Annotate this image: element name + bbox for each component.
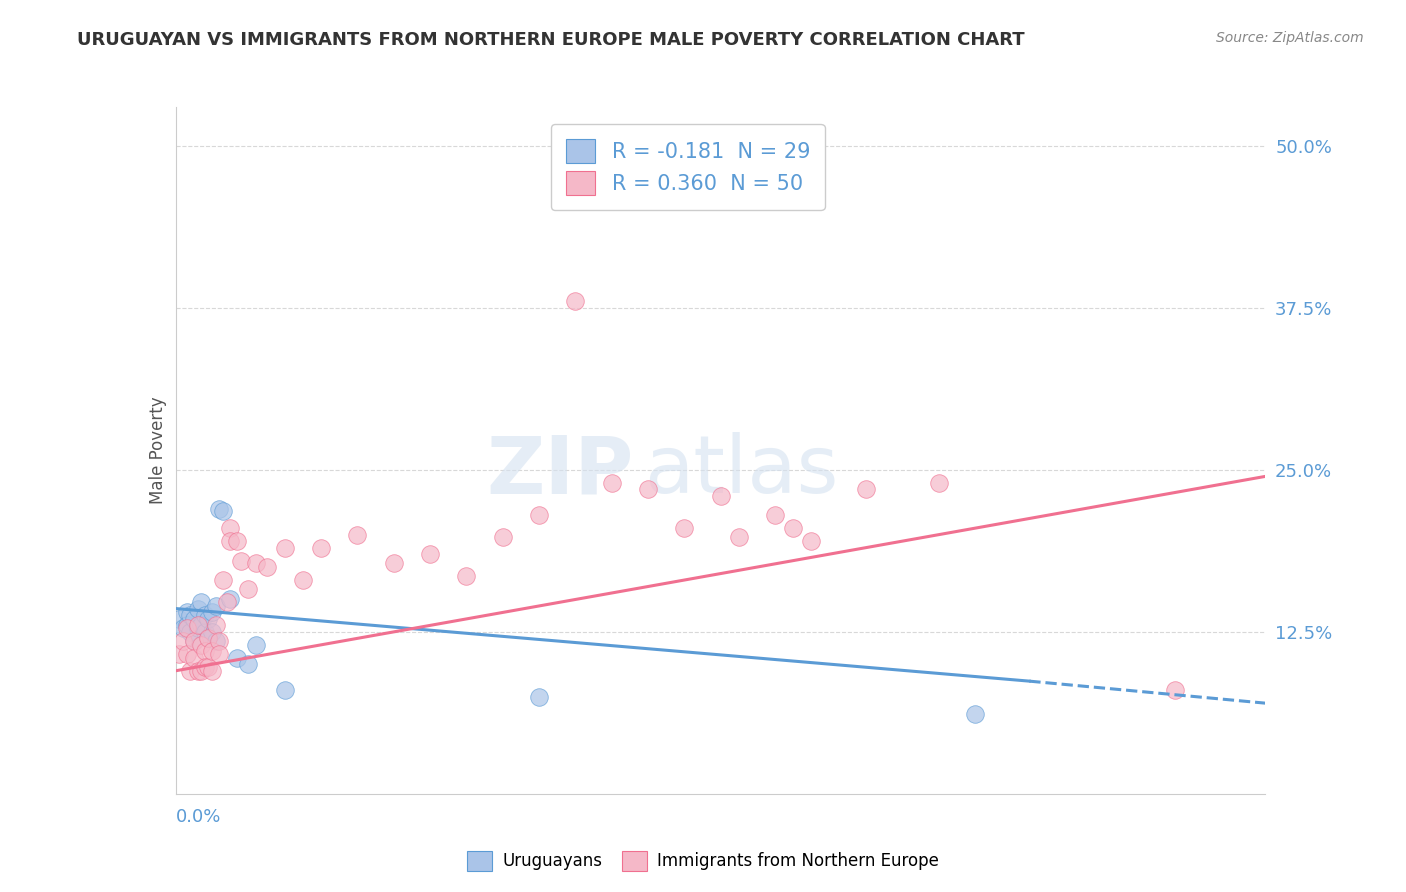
Point xyxy=(208,501,231,516)
Point xyxy=(194,644,217,658)
Point xyxy=(176,621,198,635)
Text: URUGUAYAN VS IMMIGRANTS FROM NORTHERN EUROPE MALE POVERTY CORRELATION CHART: URUGUAYAN VS IMMIGRANTS FROM NORTHERN EU… xyxy=(77,31,1025,49)
Legend: R = -0.181  N = 29, R = 0.360  N = 50: R = -0.181 N = 29, R = 0.360 N = 50 xyxy=(551,124,825,210)
Point xyxy=(186,664,209,678)
Point xyxy=(382,556,405,570)
Point xyxy=(291,573,314,587)
Point xyxy=(600,475,623,490)
Point xyxy=(172,634,194,648)
Point xyxy=(179,664,201,678)
Point xyxy=(219,534,242,549)
Point xyxy=(176,618,198,632)
Point xyxy=(219,592,242,607)
Point xyxy=(176,647,198,661)
Point xyxy=(186,618,209,632)
Point xyxy=(183,634,205,648)
Point xyxy=(201,606,224,620)
Point xyxy=(456,569,478,583)
Point xyxy=(231,553,253,567)
Point xyxy=(190,664,212,678)
Point xyxy=(183,634,205,648)
Point xyxy=(201,644,224,658)
Point xyxy=(800,534,823,549)
Point xyxy=(963,706,986,721)
Point xyxy=(194,660,217,674)
Point xyxy=(238,582,260,596)
Point xyxy=(763,508,786,523)
Text: atlas: atlas xyxy=(644,432,838,510)
Point xyxy=(197,632,219,646)
Point xyxy=(194,624,217,639)
Point xyxy=(492,530,515,544)
Point xyxy=(1163,683,1185,698)
Point xyxy=(219,521,242,535)
Point xyxy=(928,475,950,490)
Point xyxy=(564,294,586,309)
Point xyxy=(169,647,191,661)
Point xyxy=(208,647,231,661)
Point xyxy=(208,634,231,648)
Point xyxy=(169,612,191,626)
Point xyxy=(183,650,205,665)
Point xyxy=(855,483,877,497)
Point xyxy=(186,621,209,635)
Point xyxy=(183,612,205,626)
Point xyxy=(274,683,297,698)
Point xyxy=(710,489,733,503)
Text: ZIP: ZIP xyxy=(486,432,633,510)
Point xyxy=(201,624,224,639)
Point xyxy=(197,632,219,646)
Point xyxy=(215,595,238,609)
Point xyxy=(256,560,278,574)
Point xyxy=(212,573,235,587)
Point xyxy=(226,650,249,665)
Point xyxy=(197,612,219,626)
Point xyxy=(201,664,224,678)
Point xyxy=(212,504,235,518)
Point xyxy=(226,534,249,549)
Point xyxy=(190,618,212,632)
Text: Source: ZipAtlas.com: Source: ZipAtlas.com xyxy=(1216,31,1364,45)
Point xyxy=(194,608,217,623)
Point xyxy=(309,541,332,555)
Point xyxy=(637,483,659,497)
Point xyxy=(179,624,201,639)
Point xyxy=(172,621,194,635)
Point xyxy=(782,521,804,535)
Point xyxy=(346,527,368,541)
Y-axis label: Male Poverty: Male Poverty xyxy=(149,397,167,504)
Legend: Uruguayans, Immigrants from Northern Europe: Uruguayans, Immigrants from Northern Eur… xyxy=(458,842,948,880)
Text: 0.0%: 0.0% xyxy=(176,807,221,826)
Point xyxy=(179,608,201,623)
Point xyxy=(419,547,441,561)
Point xyxy=(190,595,212,609)
Point xyxy=(245,556,267,570)
Point xyxy=(274,541,297,555)
Point xyxy=(186,601,209,615)
Point xyxy=(204,618,226,632)
Point xyxy=(238,657,260,672)
Point xyxy=(527,508,550,523)
Point xyxy=(197,660,219,674)
Point xyxy=(204,599,226,613)
Point xyxy=(727,530,749,544)
Point xyxy=(245,638,267,652)
Point xyxy=(527,690,550,704)
Point xyxy=(204,634,226,648)
Point xyxy=(176,606,198,620)
Point xyxy=(190,638,212,652)
Point xyxy=(673,521,696,535)
